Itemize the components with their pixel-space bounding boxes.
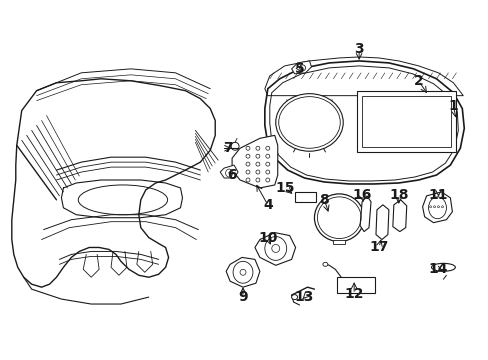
Text: 11: 11 — [428, 188, 447, 202]
Polygon shape — [225, 257, 259, 287]
Ellipse shape — [322, 262, 327, 266]
Text: 18: 18 — [388, 188, 407, 202]
Polygon shape — [359, 196, 370, 231]
Text: 4: 4 — [263, 198, 272, 212]
Polygon shape — [264, 61, 463, 184]
Text: 9: 9 — [238, 290, 247, 304]
Bar — [361, 96, 450, 147]
Text: 12: 12 — [344, 287, 363, 301]
Ellipse shape — [275, 94, 343, 151]
Polygon shape — [254, 233, 295, 265]
Text: 8: 8 — [319, 193, 328, 207]
Text: 17: 17 — [368, 240, 388, 255]
Ellipse shape — [291, 294, 297, 300]
Text: 13: 13 — [294, 290, 314, 304]
Text: 15: 15 — [275, 181, 295, 195]
Polygon shape — [392, 200, 406, 231]
Bar — [337, 277, 374, 293]
Text: 2: 2 — [413, 74, 423, 88]
Text: 16: 16 — [352, 188, 371, 202]
Text: 5: 5 — [294, 62, 304, 76]
Ellipse shape — [314, 194, 364, 242]
Text: 10: 10 — [258, 230, 277, 244]
Text: 1: 1 — [447, 99, 457, 113]
Bar — [333, 239, 345, 244]
Text: 14: 14 — [428, 262, 447, 276]
Polygon shape — [220, 165, 238, 178]
Polygon shape — [12, 79, 215, 287]
Text: 3: 3 — [354, 42, 363, 56]
Bar — [356, 91, 455, 152]
Bar — [294, 192, 316, 202]
Polygon shape — [375, 205, 388, 239]
Polygon shape — [232, 135, 277, 188]
Polygon shape — [422, 192, 451, 223]
Text: 6: 6 — [227, 168, 236, 182]
Ellipse shape — [431, 264, 454, 271]
Text: 7: 7 — [223, 141, 232, 155]
Polygon shape — [291, 61, 311, 74]
